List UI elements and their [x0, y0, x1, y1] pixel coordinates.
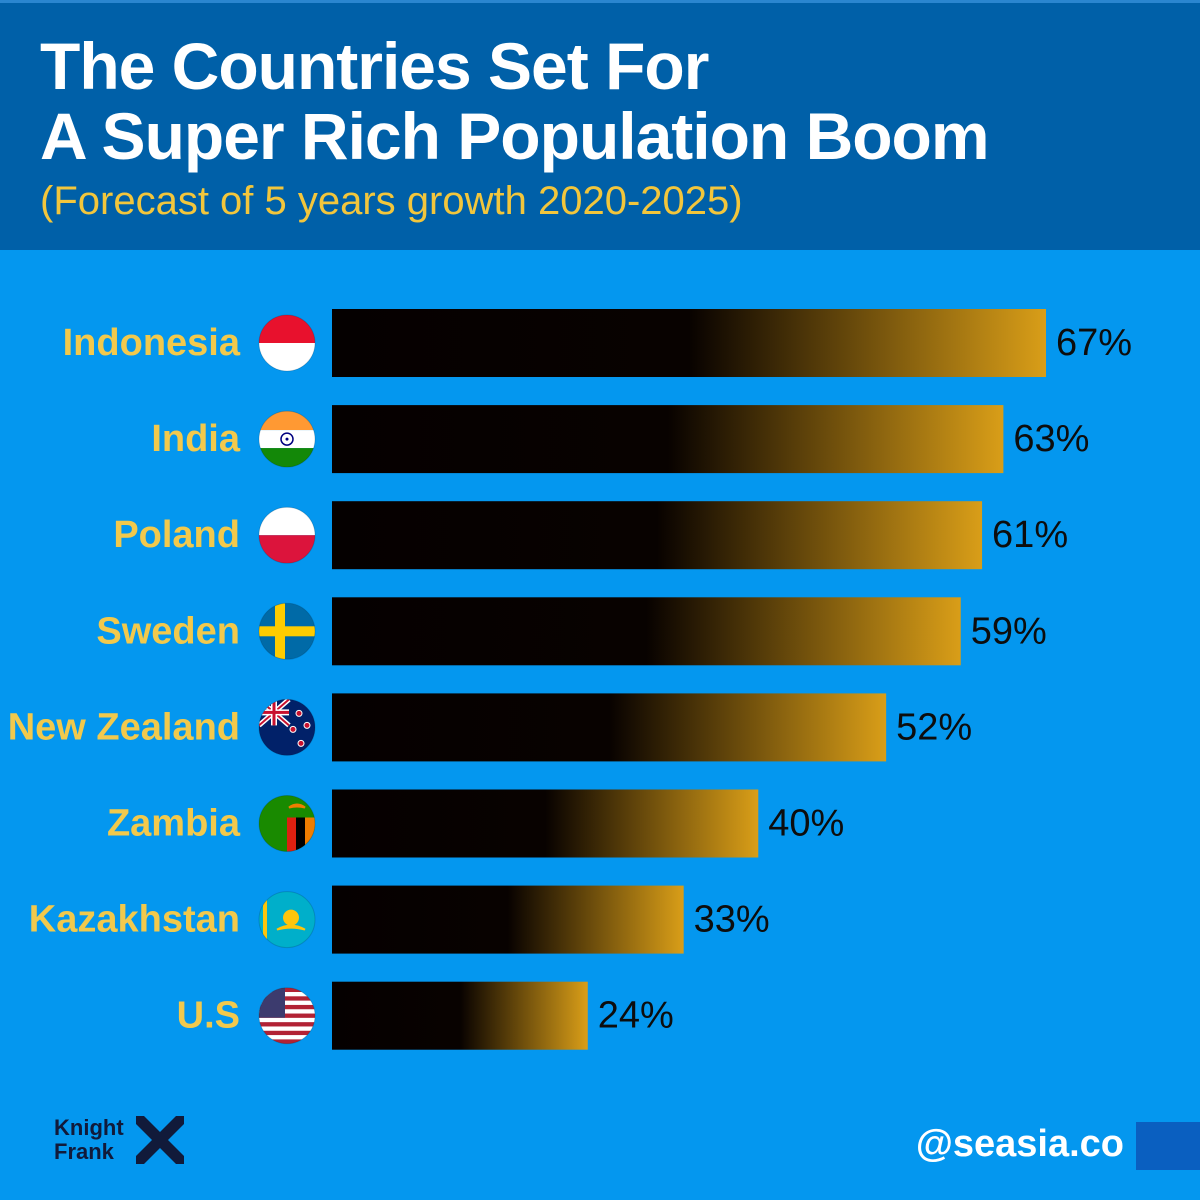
new-zealand-flag-icon [258, 698, 316, 756]
country-label: Kazakhstan [29, 899, 240, 941]
value-label: 24% [598, 995, 674, 1037]
us-flag-icon [258, 987, 316, 1045]
country-label: Poland [113, 514, 240, 556]
brand-name: Knight Frank [54, 1116, 134, 1164]
zambia-flag-icon [258, 795, 316, 852]
india-flag-icon [258, 410, 316, 468]
country-label: Zambia [107, 803, 241, 845]
indonesia-flag-icon [258, 314, 316, 372]
social-handle: @seasia.co [915, 1123, 1124, 1165]
bar [332, 693, 887, 762]
bar [332, 597, 961, 666]
country-label: Sweden [96, 610, 240, 652]
bar [332, 309, 1046, 377]
title-line-1: The Countries Set For [40, 29, 709, 103]
value-label: 52% [896, 706, 972, 748]
bar [332, 885, 684, 954]
value-label: 67% [1056, 322, 1132, 364]
chart-title: The Countries Set For A Super Rich Popul… [40, 29, 990, 173]
value-label: 63% [1013, 418, 1089, 460]
country-label: U.S [177, 995, 240, 1037]
country-label: New Zealand [8, 706, 240, 748]
value-label: 40% [768, 803, 844, 845]
brand-line-2: Frank [54, 1139, 114, 1164]
bar [332, 789, 759, 858]
bar [332, 981, 588, 1050]
knight-frank-logo-icon [136, 1116, 184, 1164]
knight-frank-logo: Knight Frank [54, 1116, 184, 1164]
value-label: 33% [694, 899, 770, 941]
brand-line-1: Knight [54, 1115, 124, 1140]
country-label: Indonesia [63, 322, 241, 364]
kazakhstan-flag-icon [258, 891, 316, 949]
sweden-flag-icon [258, 602, 316, 660]
value-label: 59% [971, 610, 1047, 652]
value-label: 61% [992, 514, 1068, 556]
header-banner: The Countries Set For A Super Rich Popul… [0, 0, 1200, 250]
poland-flag-icon [258, 506, 316, 564]
corner-accent [1136, 1122, 1200, 1170]
country-label: India [151, 418, 241, 460]
chart-subtitle: (Forecast of 5 years growth 2020-2025) [40, 179, 743, 223]
bar [332, 501, 983, 570]
bar [332, 405, 1004, 474]
title-line-2: A Super Rich Population Boom [40, 99, 990, 173]
